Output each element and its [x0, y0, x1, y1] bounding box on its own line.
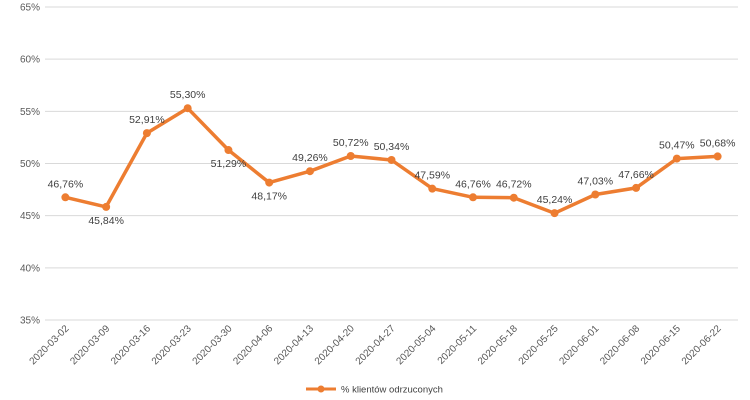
- y-tick-label: 35%: [20, 316, 40, 327]
- data-label: 52,91%: [129, 114, 165, 126]
- grid-lines: [45, 6, 738, 321]
- data-label: 45,24%: [537, 194, 573, 206]
- y-tick-label: 55%: [20, 107, 40, 118]
- x-tick-label: 2020-05-11: [436, 323, 480, 367]
- x-tick-label: 2020-04-13: [272, 323, 316, 367]
- data-label: 46,72%: [496, 179, 532, 191]
- x-tick-label: 2020-03-30: [191, 323, 235, 367]
- y-tick-label: 40%: [20, 263, 40, 274]
- x-tick-label: 2020-04-06: [231, 323, 275, 367]
- data-point: [713, 152, 722, 161]
- data-point: [591, 190, 600, 199]
- data-point: [346, 151, 355, 160]
- x-tick-label: 2020-05-04: [394, 323, 438, 367]
- data-label: 46,76%: [455, 178, 491, 190]
- data-point: [387, 155, 396, 164]
- data-label: 49,26%: [292, 152, 328, 164]
- legend-swatch-marker: [317, 385, 325, 393]
- data-label: 45,84%: [88, 215, 124, 227]
- x-axis-ticks: 2020-03-022020-03-092020-03-162020-03-23…: [28, 323, 724, 367]
- x-tick-label: 2020-03-16: [109, 323, 153, 367]
- data-label: 50,47%: [659, 140, 695, 152]
- data-label: 51,29%: [211, 158, 247, 170]
- data-point: [672, 154, 681, 163]
- data-point: [428, 184, 437, 193]
- legend: % klientów odrzuconych: [306, 385, 443, 396]
- y-tick-label: 50%: [20, 159, 40, 170]
- y-tick-label: 45%: [20, 211, 40, 222]
- y-axis-ticks: 35% 40% 45% 50% 55% 60% 65%: [20, 3, 40, 327]
- data-point: [305, 167, 314, 176]
- data-point: [632, 183, 641, 192]
- data-label: 47,59%: [414, 170, 450, 182]
- data-point: [224, 146, 233, 155]
- series-markers: [61, 104, 722, 218]
- x-tick-label: 2020-03-02: [28, 323, 72, 367]
- data-label: 55,30%: [170, 89, 206, 101]
- data-labels: 46,76% 45,84% 52,91% 55,30% 51,29% 48,17% 49,2…: [48, 89, 736, 227]
- x-tick-label: 2020-03-09: [68, 323, 112, 367]
- x-tick-label: 2020-03-23: [150, 323, 194, 367]
- x-tick-label: 2020-06-01: [557, 323, 601, 367]
- x-tick-label: 2020-04-27: [354, 323, 398, 367]
- data-label: 47,66%: [618, 169, 654, 181]
- data-label: 50,68%: [700, 137, 736, 149]
- data-point: [61, 193, 70, 202]
- y-tick-label: 60%: [20, 55, 40, 66]
- x-tick-label: 2020-05-25: [517, 323, 561, 367]
- x-tick-label: 2020-04-20: [313, 323, 357, 367]
- data-point: [142, 129, 151, 138]
- x-tick-label: 2020-06-08: [598, 323, 642, 367]
- data-label: 47,03%: [578, 175, 614, 187]
- data-point: [265, 178, 274, 187]
- x-tick-label: 2020-06-22: [680, 323, 724, 367]
- data-point: [469, 193, 478, 202]
- data-point: [183, 104, 192, 113]
- data-point: [102, 202, 111, 211]
- legend-series-label: % klientów odrzuconych: [341, 385, 443, 396]
- data-point: [550, 209, 559, 218]
- data-label: 50,72%: [333, 137, 369, 149]
- data-label: 48,17%: [251, 191, 287, 203]
- data-label: 46,76%: [48, 178, 84, 190]
- data-point: [509, 193, 518, 202]
- y-tick-label: 65%: [20, 3, 40, 14]
- x-tick-label: 2020-06-15: [639, 323, 683, 367]
- x-tick-label: 2020-05-18: [476, 323, 520, 367]
- data-label: 50,34%: [374, 141, 410, 153]
